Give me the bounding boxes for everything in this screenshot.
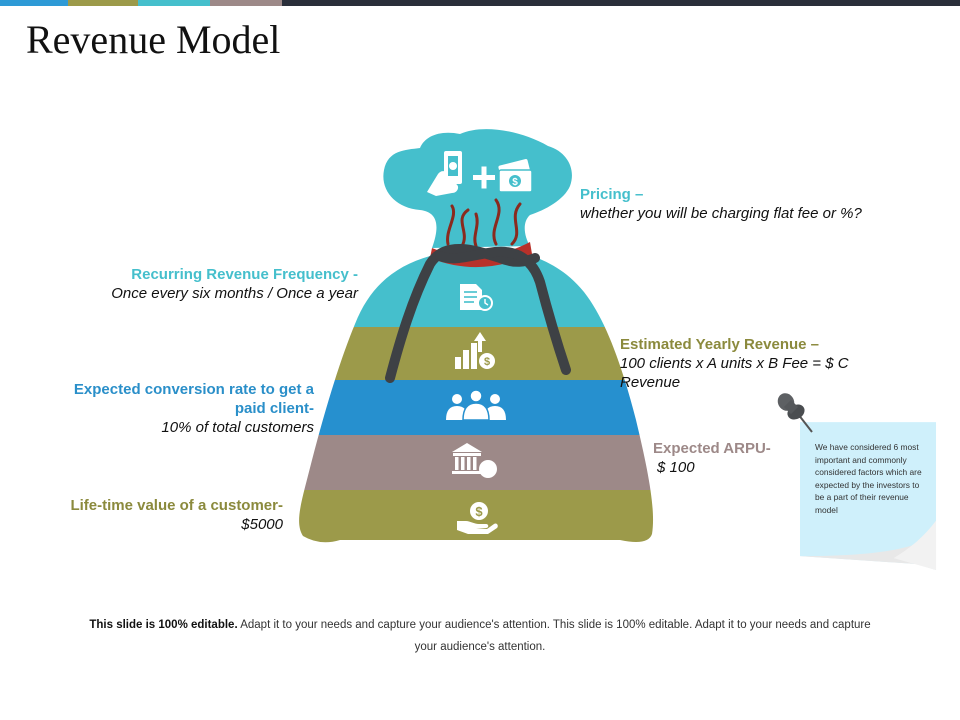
growth-chart-dollar-icon: $ [455,332,495,369]
svg-text:$: $ [484,356,490,368]
conversion-heading-line2: paid client- [234,400,314,417]
recurring-label: Recurring Revenue Frequency - Once every… [111,265,358,303]
footer-bold: This slide is 100% editable. [89,619,238,631]
yearly-revenue-label: Estimated Yearly Revenue – 100 clients x… [620,335,849,392]
bag-neck-ties [446,198,522,248]
sticky-note [800,422,937,570]
pushpin-icon [777,393,813,433]
lifetime-value-amount: $5000 [241,516,283,533]
topbar-segment-olive [68,0,138,6]
conversion-description: 10% of total customers [161,419,314,436]
conversion-heading-line1: Expected conversion rate to get a [73,381,314,398]
footer-text: Adapt it to your needs and capture your … [237,619,871,653]
recurring-heading: Recurring Revenue Frequency - [131,266,358,283]
yearly-revenue-formula-cont: Revenue [620,374,681,391]
bank-icon [452,443,497,478]
pricing-label: Pricing – whether you will be charging f… [580,185,862,223]
plus-icon [473,166,495,189]
lifetime-value-heading: Life-time value of a customer- [70,497,283,514]
layer-mauve [299,435,654,490]
people-group-icon [446,389,506,421]
topbar-segment-teal [138,0,210,6]
footer-caption: This slide is 100% editable. Adapt it to… [80,614,880,658]
svg-text:$: $ [512,177,518,188]
top-color-bar [0,0,960,6]
arpu-heading: Expected ARPU- [653,440,771,457]
yearly-revenue-heading: Estimated Yearly Revenue – [620,336,819,353]
bag-rope [385,244,571,383]
pricing-description: whether you will be charging flat fee or… [580,205,862,222]
svg-text:$: $ [475,504,483,519]
document-clock-icon [460,284,493,311]
cash-icon: $ [498,159,533,193]
conversion-label: Expected conversion rate to get a paid c… [74,380,314,437]
arpu-value: $ 100 [657,459,695,476]
topbar-segment-dark [282,0,960,6]
recurring-description: Once every six months / Once a year [111,285,358,302]
yearly-revenue-formula: 100 clients x A units x B Fee = $ C [620,355,849,372]
topbar-segment-mauve [210,0,282,6]
hand-phone-icon [427,151,462,196]
page-title: Revenue Model [26,17,281,62]
sticky-note-text: We have considered 6 most important and … [815,442,922,515]
bag-top-cloth [383,129,572,248]
hand-dollar-icon: $ [457,502,498,534]
lifetime-value-label: Life-time value of a customer- $5000 [70,496,283,534]
topbar-segment-blue [0,0,68,6]
layer-olive-bottom [299,490,654,543]
arpu-label: Expected ARPU- $ 100 [653,439,771,477]
pricing-heading: Pricing – [580,186,644,203]
